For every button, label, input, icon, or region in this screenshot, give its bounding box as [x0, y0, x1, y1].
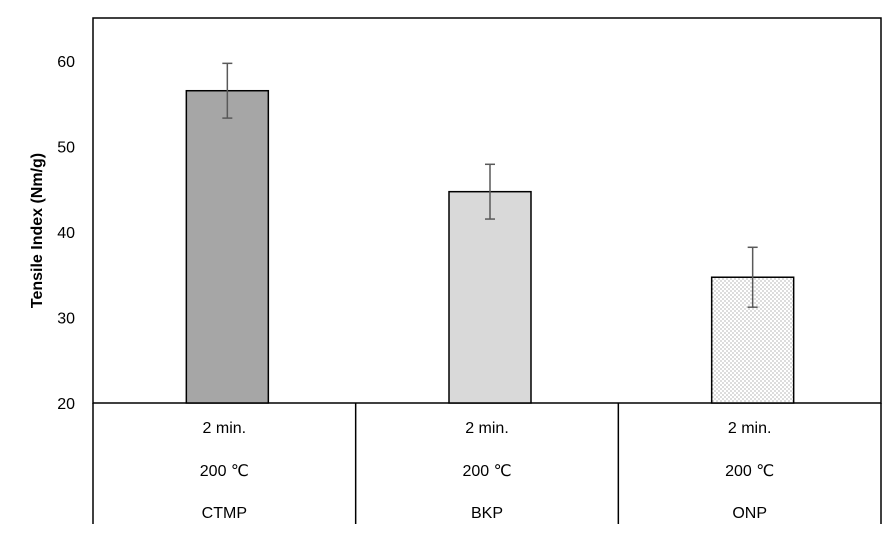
- y-tick-label: 60: [57, 54, 75, 71]
- bars: [185, 89, 795, 404]
- category-pulp-label: ONP: [732, 505, 767, 522]
- category-temperature-label: 200 ℃: [725, 463, 774, 480]
- category-table: 2 min. 200 ℃ CTMP 2 min. 200 ℃ BKP 2 min. 200 ℃…: [200, 420, 774, 522]
- category-pulp-label: CTMP: [202, 505, 247, 522]
- category-temperature-label: 200 ℃: [200, 463, 249, 480]
- category-duration-label: 2 min.: [465, 420, 509, 437]
- y-tick-label: 30: [57, 310, 75, 327]
- bar: [185, 89, 270, 404]
- category-pulp-label: BKP: [471, 505, 503, 522]
- category-duration-label: 2 min.: [728, 420, 772, 437]
- y-tick-label: 40: [57, 225, 75, 242]
- bar: [448, 190, 532, 404]
- y-tick-label: 20: [57, 396, 75, 413]
- y-axis-ticks: 20 30 40 50 60: [57, 54, 75, 413]
- category-temperature-label: 200 ℃: [462, 463, 511, 480]
- y-tick-label: 50: [57, 139, 75, 156]
- error-bars: [222, 62, 758, 308]
- y-axis-label: Tensile Index (Nm/g): [29, 153, 46, 308]
- category-duration-label: 2 min.: [203, 420, 247, 437]
